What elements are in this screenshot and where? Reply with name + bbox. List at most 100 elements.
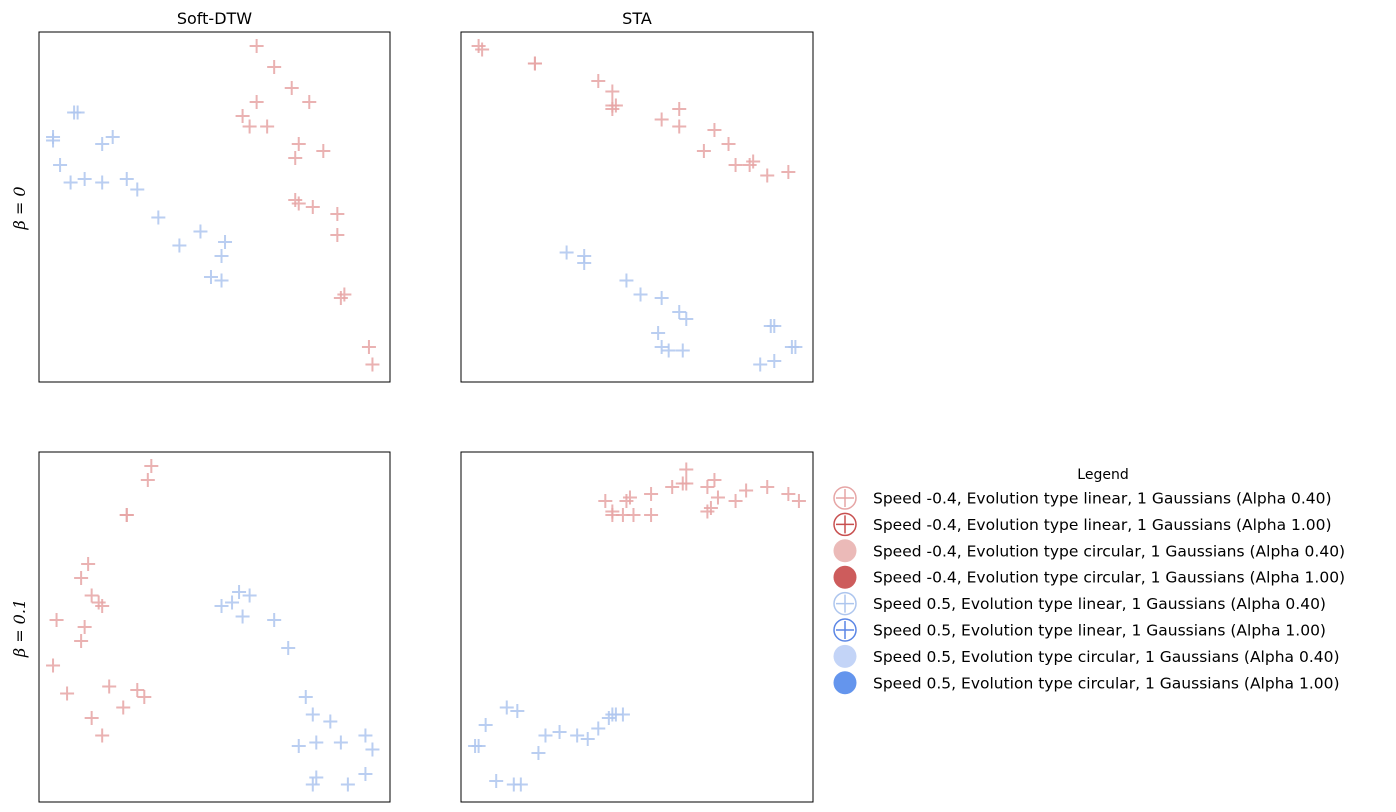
data-point	[654, 291, 669, 305]
data-point	[137, 690, 152, 704]
data-point	[598, 494, 613, 508]
data-point	[74, 571, 89, 585]
data-point	[144, 459, 159, 473]
data-point	[781, 487, 796, 501]
legend-entry: Speed 0.5, Evolution type linear, 1 Gaus…	[833, 618, 1326, 642]
data-point	[580, 732, 595, 746]
data-point	[559, 245, 574, 260]
data-point	[284, 81, 299, 95]
data-point	[151, 210, 166, 225]
data-point	[291, 137, 306, 151]
data-point	[619, 494, 634, 508]
legend-entries: Speed -0.4, Evolution type linear, 1 Gau…	[833, 486, 1345, 695]
data-point	[700, 480, 715, 494]
data-point	[46, 658, 61, 673]
data-point	[130, 182, 145, 197]
data-point	[527, 56, 542, 71]
data-point	[193, 224, 208, 239]
data-point	[478, 718, 493, 732]
legend: Legend Speed -0.4, Evolution type linear…	[833, 467, 1345, 695]
data-point	[267, 60, 282, 74]
panel-4	[460, 451, 814, 803]
data-point	[91, 595, 106, 610]
data-point	[291, 196, 306, 211]
legend-label: Speed -0.4, Evolution type circular, 1 G…	[873, 542, 1345, 560]
data-point	[288, 193, 303, 207]
data-point	[707, 473, 722, 487]
panel-frame	[38, 451, 391, 803]
data-point	[46, 133, 61, 148]
panel-title: Soft-DTW	[177, 9, 252, 28]
data-point	[767, 354, 782, 368]
data-point	[67, 105, 82, 120]
series-2	[46, 105, 233, 288]
data-point	[172, 238, 187, 253]
legend-title: Legend	[1077, 467, 1128, 483]
panel-frame	[38, 31, 391, 383]
data-point	[721, 137, 736, 151]
data-point	[333, 291, 348, 305]
data-point	[591, 74, 606, 88]
data-point	[513, 777, 528, 792]
legend-label: Speed -0.4, Evolution type linear, 1 Gau…	[873, 490, 1332, 508]
legend-entry: Speed -0.4, Evolution type circular, 1 G…	[833, 539, 1345, 563]
data-point	[696, 144, 711, 158]
data-point	[260, 119, 275, 134]
legend-marker-icon	[833, 565, 857, 589]
data-point	[330, 228, 345, 242]
data-point	[570, 728, 585, 743]
data-point	[672, 119, 687, 134]
data-point	[728, 494, 743, 508]
data-point	[77, 172, 92, 186]
data-point	[316, 144, 331, 158]
data-point	[742, 158, 757, 172]
data-point	[781, 165, 796, 179]
data-point	[203, 270, 218, 284]
data-point	[225, 595, 240, 610]
legend-marker-icon	[833, 591, 857, 616]
data-point	[337, 287, 352, 302]
data-point	[358, 767, 373, 781]
series-2	[468, 700, 630, 792]
data-point	[703, 501, 718, 515]
series-2	[559, 245, 803, 372]
data-point	[710, 490, 725, 505]
data-point	[242, 119, 257, 134]
legend-label: Speed -0.4, Evolution type circular, 1 G…	[873, 569, 1345, 587]
data-point	[601, 711, 616, 725]
data-point	[288, 151, 303, 165]
data-point	[105, 130, 120, 144]
row-label-beta-0: β = 0	[10, 186, 29, 230]
data-point	[365, 357, 380, 372]
data-point	[235, 109, 250, 123]
data-point	[767, 319, 782, 333]
data-point	[644, 508, 659, 522]
data-point	[651, 326, 666, 340]
data-point	[784, 340, 799, 354]
data-point	[760, 480, 775, 494]
legend-entry: Speed -0.4, Evolution type linear, 1 Gau…	[833, 512, 1332, 537]
data-point	[665, 480, 680, 494]
data-point	[475, 42, 490, 57]
data-point	[305, 200, 320, 214]
data-point	[281, 641, 296, 655]
data-point	[672, 305, 687, 319]
legend-marker-icon	[833, 671, 857, 695]
data-point	[700, 504, 715, 519]
data-point	[633, 287, 648, 302]
legend-label: Speed 0.5, Evolution type circular, 1 Ga…	[873, 674, 1340, 692]
data-point	[214, 273, 229, 288]
data-point	[81, 557, 96, 571]
data-point	[679, 312, 694, 326]
data-point	[305, 707, 320, 722]
data-point	[615, 707, 630, 722]
data-point	[249, 95, 264, 109]
data-point	[249, 39, 264, 53]
legend-entry: Speed 0.5, Evolution type circular, 1 Ga…	[833, 644, 1340, 668]
series-1	[598, 462, 806, 522]
data-point	[654, 340, 669, 354]
data-point	[235, 609, 250, 624]
data-point	[309, 770, 324, 785]
data-point	[77, 620, 92, 634]
